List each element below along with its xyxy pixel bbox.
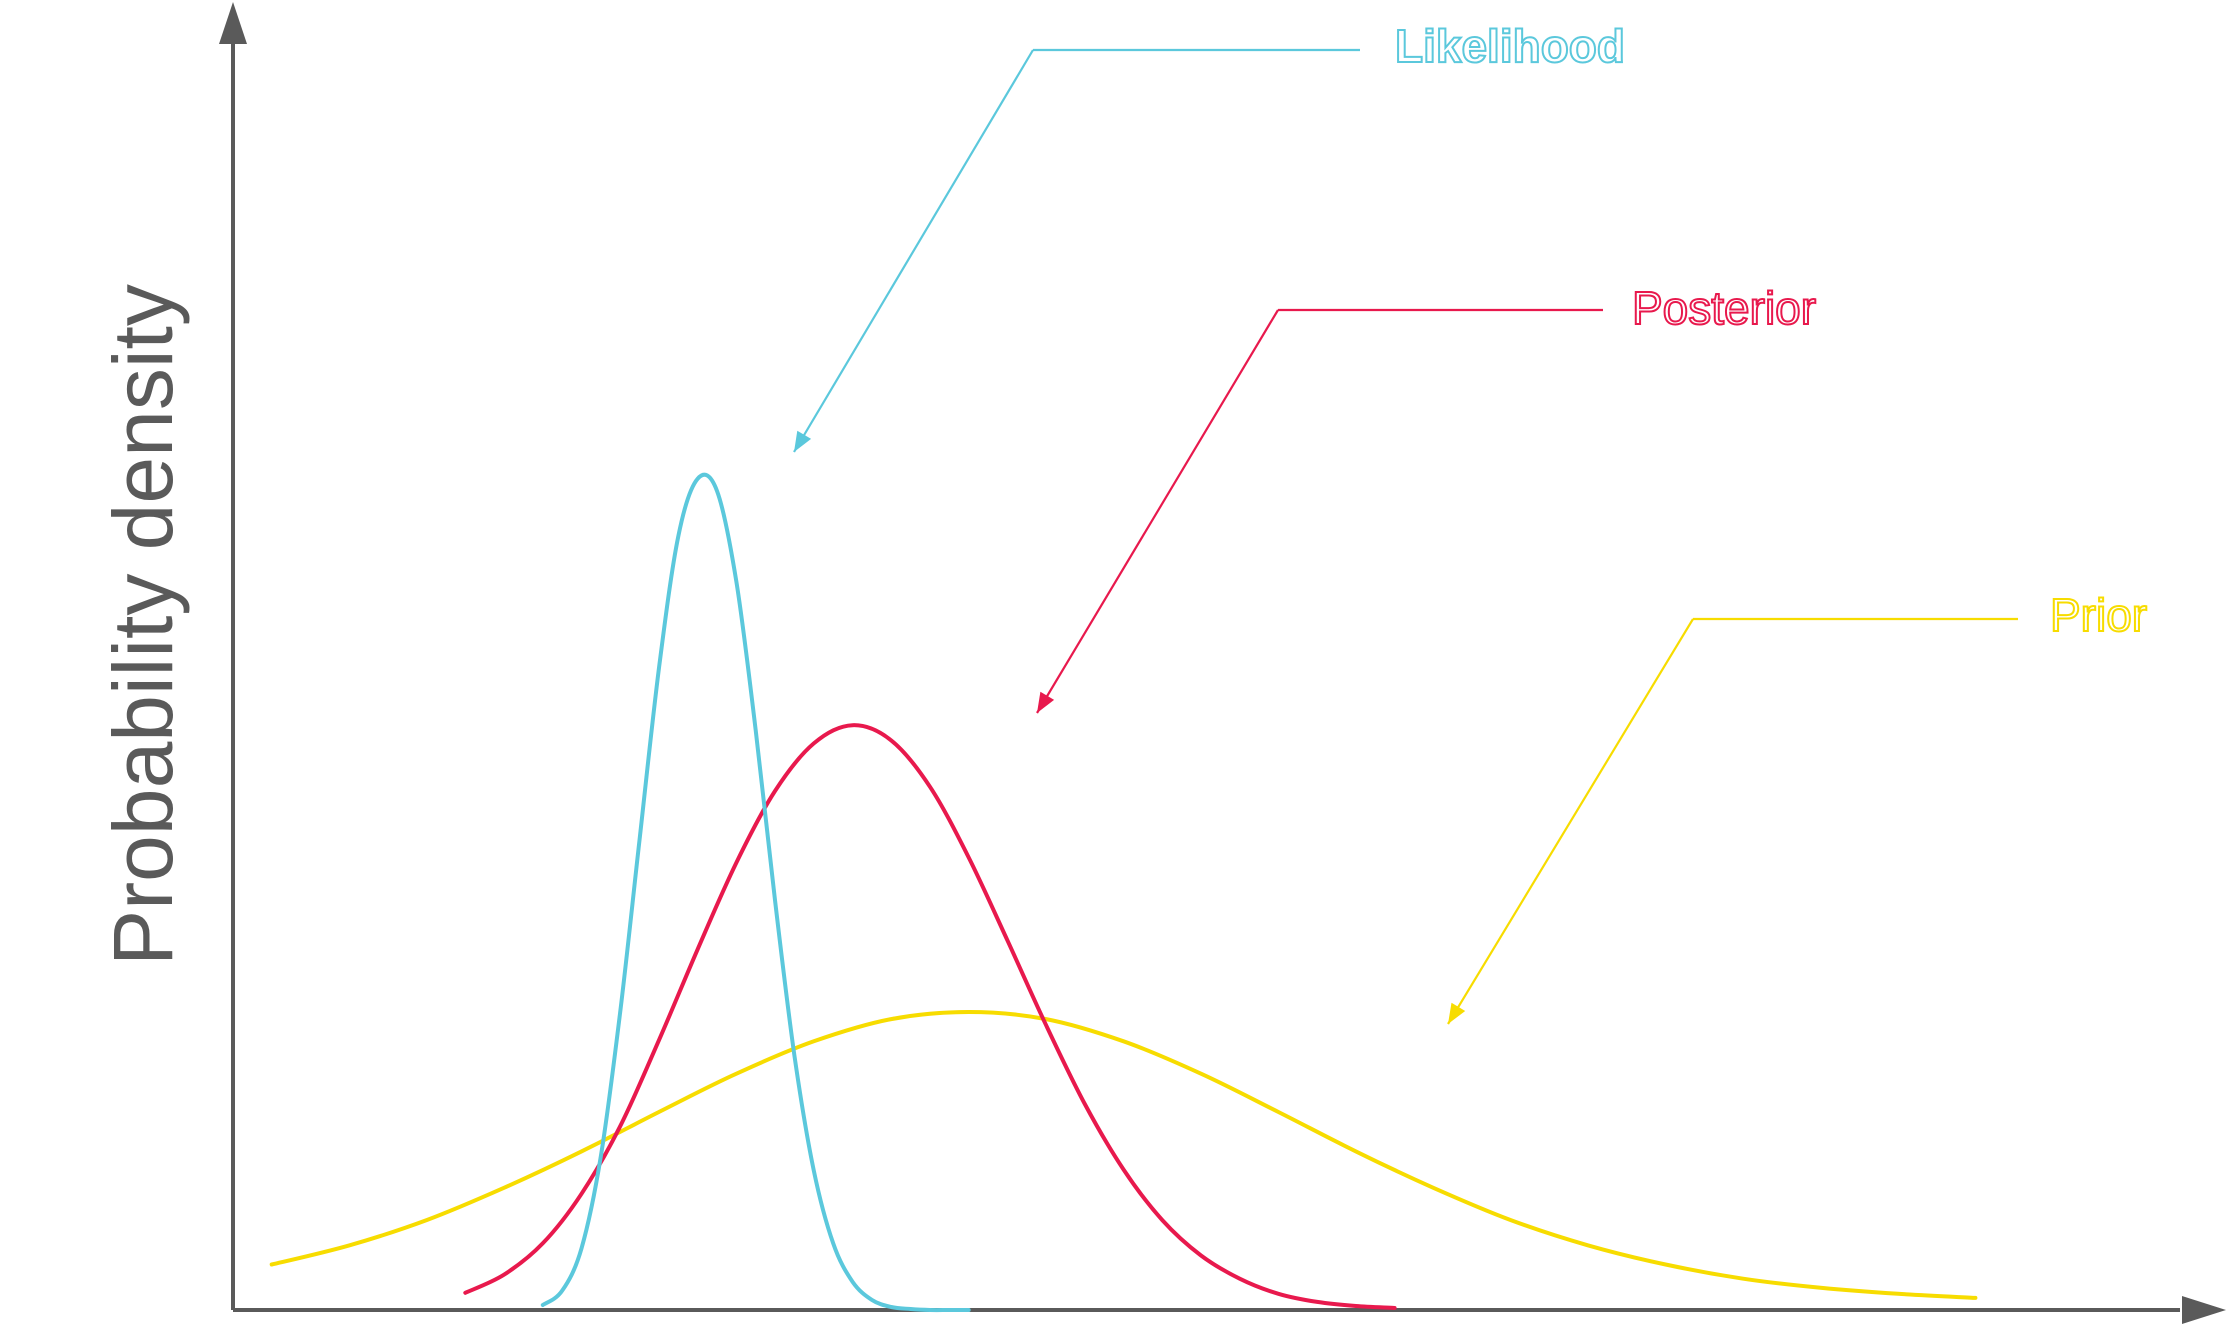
callout-leader-posterior (1036, 309, 1279, 714)
series-line-posterior (463, 723, 1397, 1310)
callout-arrow-icon-posterior (1037, 691, 1055, 713)
callout-arrow-icon-prior (1448, 1002, 1466, 1024)
axes (219, 2, 2226, 1324)
series-line-likelihood (540, 472, 971, 1313)
callout-leader-prior (1447, 618, 1694, 1025)
callout-arrow-icon-likelihood (794, 430, 812, 452)
y-axis-arrow-icon (219, 2, 247, 44)
callout-label-posterior: Posterior (1632, 282, 1816, 334)
y-axis-label: Probability density (96, 284, 190, 966)
series-line-prior (269, 1010, 1978, 1300)
callout-leader-likelihood (793, 49, 1034, 453)
x-axis-arrow-icon (2182, 1296, 2226, 1324)
callout-label-prior: Prior (2050, 589, 2147, 641)
series-layer (269, 472, 1978, 1313)
callout-label-likelihood: Likelihood (1395, 20, 1625, 72)
callout-layer: Likelihood Posterior Prior (793, 19, 2148, 1025)
